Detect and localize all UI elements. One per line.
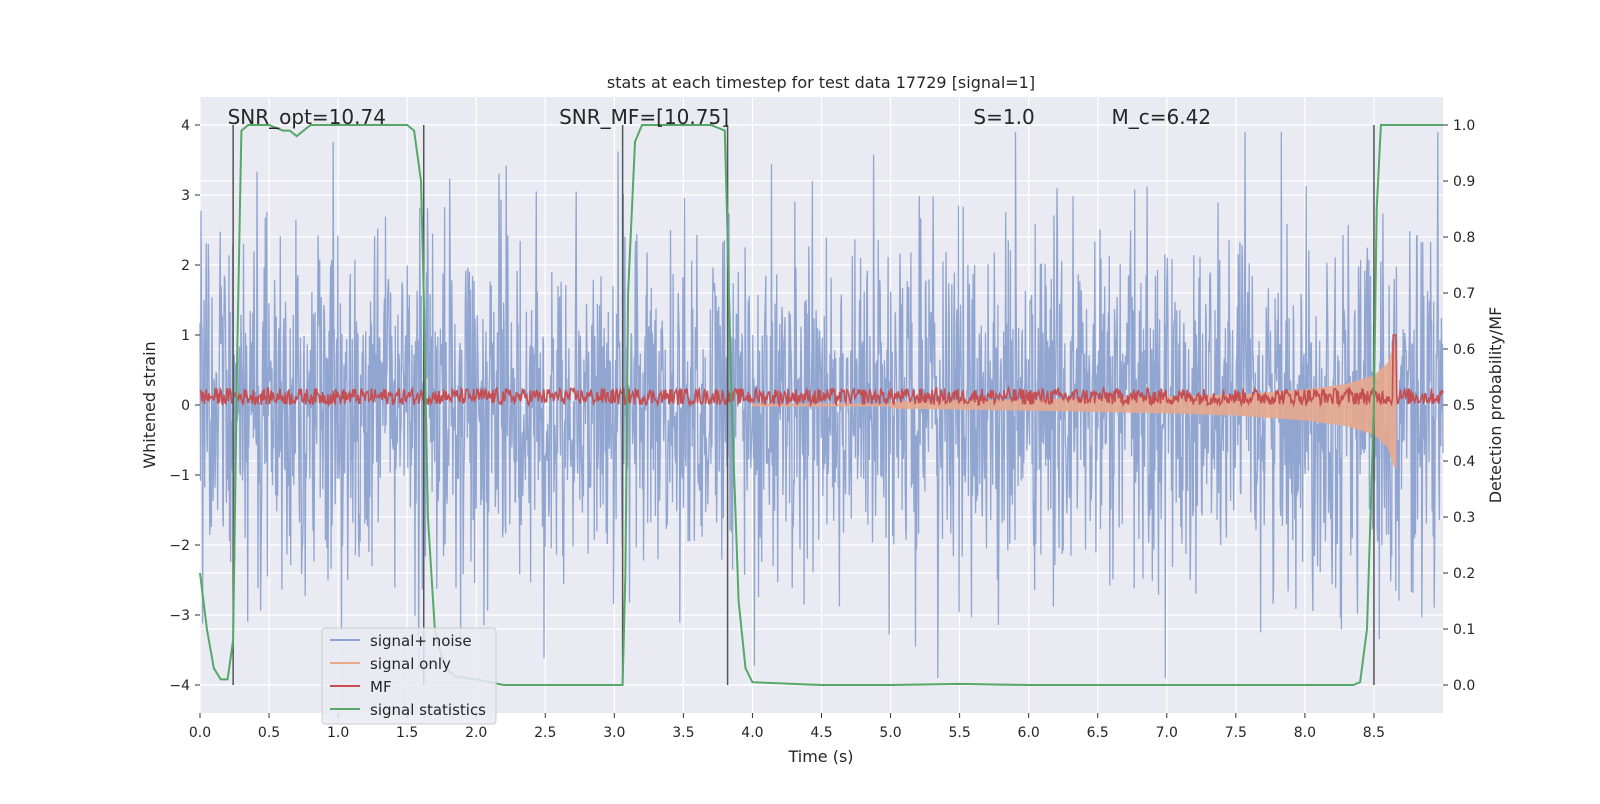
legend-label-noise: signal+ noise <box>370 632 472 650</box>
y-left-tick-label: −3 <box>169 608 190 624</box>
x-axis-label: Time (s) <box>787 747 853 766</box>
annotation-s-value: S=1.0 <box>973 105 1034 129</box>
legend-box <box>321 627 497 725</box>
y-right-tick-label: 0.6 <box>1453 342 1475 358</box>
y-right-tick-label: 0.0 <box>1453 678 1475 694</box>
y-left-tick-label: 1 <box>181 328 190 344</box>
y-right-tick-label: 0.4 <box>1453 454 1475 470</box>
x-tick-label: 3.0 <box>603 725 625 741</box>
y-axis-label-left: Whitened strain <box>140 341 159 468</box>
y-left-tick-label: −1 <box>169 468 190 484</box>
y-left-tick-label: 0 <box>181 398 190 414</box>
x-tick-label: 5.5 <box>948 725 970 741</box>
y-left-tick-label: 3 <box>181 188 190 204</box>
legend-label-stats: signal statistics <box>370 701 486 719</box>
x-tick-label: 5.0 <box>879 725 901 741</box>
x-tick-label: 0.5 <box>258 725 280 741</box>
x-tick-label: 6.0 <box>1018 725 1040 741</box>
x-tick-label: 4.0 <box>741 725 763 741</box>
series-mf-line <box>199 334 1444 408</box>
y-right-tick-label: 0.8 <box>1453 230 1475 246</box>
x-tick-label: 1.0 <box>327 725 349 741</box>
legend-label-signal: signal only <box>370 655 451 673</box>
x-tick-label: 0.0 <box>189 725 211 741</box>
x-tick-label: 7.5 <box>1225 725 1247 741</box>
x-tick-label: 7.0 <box>1156 725 1178 741</box>
x-tick-label: 2.0 <box>465 725 487 741</box>
y-right-tick-label: 0.7 <box>1453 286 1475 302</box>
y-right-tick-label: 0.2 <box>1453 566 1475 582</box>
x-tick-label: 6.5 <box>1087 725 1109 741</box>
y-left-tick-label: −4 <box>169 678 190 694</box>
y-right-tick-label: 1.0 <box>1453 118 1475 134</box>
y-right-tick-label: 0.9 <box>1453 174 1475 190</box>
x-tick-label: 2.5 <box>534 725 556 741</box>
y-left-tick-label: 4 <box>181 118 190 134</box>
chart-title: stats at each timestep for test data 177… <box>607 73 1035 92</box>
x-tick-label: 3.5 <box>672 725 694 741</box>
x-tick-label: 8.0 <box>1294 725 1316 741</box>
x-tick-label: 4.5 <box>810 725 832 741</box>
x-tick-label: 1.5 <box>396 725 418 741</box>
annotation-mc-value: M_c=6.42 <box>1112 105 1212 129</box>
y-right-tick-label: 0.1 <box>1453 622 1475 638</box>
y-right-tick-label: 0.3 <box>1453 510 1475 526</box>
x-tick-label: 8.5 <box>1363 725 1385 741</box>
y-left-tick-label: −2 <box>169 538 190 554</box>
series-signal-statistics-line <box>199 124 1443 686</box>
annotation-snr-opt: SNR_opt=10.74 <box>228 105 386 129</box>
annotation-snr-mf: SNR_MF=[10.75] <box>559 105 729 129</box>
legend: signal+ noise signal only MF signal stat… <box>321 627 497 725</box>
y-axis-label-right: Detection probability/MF <box>1486 307 1505 504</box>
legend-label-mf: MF <box>370 678 392 696</box>
y-right-tick-label: 0.5 <box>1453 398 1475 414</box>
y-left-tick-label: 2 <box>181 258 190 274</box>
